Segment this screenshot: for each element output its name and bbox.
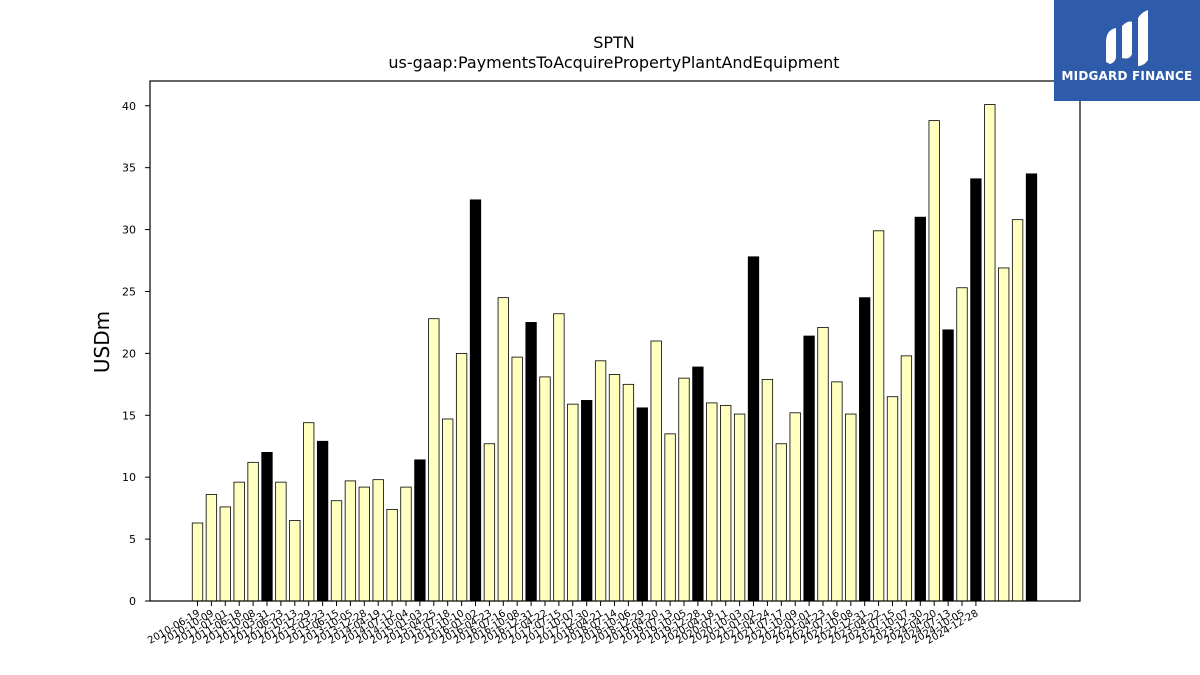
bar: [608, 374, 621, 602]
bar: [442, 418, 454, 602]
bar: [205, 494, 218, 602]
logo-text: MIDGARD FINANCE: [1061, 69, 1193, 83]
bar: [706, 402, 718, 602]
bar: [594, 360, 607, 602]
bar: [664, 433, 676, 602]
bar: [914, 216, 926, 602]
y-tick-label: 5: [129, 533, 136, 546]
y-tick-label: 35: [122, 162, 136, 175]
bar: [400, 486, 412, 602]
y-tick-label: 40: [122, 100, 136, 113]
bar: [733, 413, 746, 602]
bar: [525, 322, 537, 602]
bar: [789, 412, 801, 602]
bar: [428, 318, 440, 602]
y-tick-label: 25: [122, 285, 136, 298]
bar: [900, 355, 913, 602]
bar: [483, 443, 496, 602]
bar: [316, 440, 329, 602]
bar: [928, 120, 940, 602]
bar: [970, 178, 982, 602]
y-tick-label: 15: [122, 409, 136, 422]
bars-group: [191, 104, 1038, 602]
bar: [998, 267, 1010, 602]
bar: [497, 297, 509, 602]
bar: [956, 287, 968, 602]
bar: [303, 422, 315, 602]
bar: [191, 522, 204, 602]
y-tick-label: 10: [122, 471, 136, 484]
bar: [817, 326, 829, 602]
chart-subtitle: us-gaap:PaymentsToAcquirePropertyPlantAn…: [388, 53, 839, 72]
bar: [233, 481, 245, 602]
bar: [886, 396, 899, 602]
bar: [219, 506, 231, 602]
bar: [386, 508, 398, 602]
bar: [1011, 219, 1024, 602]
bar: [747, 256, 760, 602]
bar: [344, 480, 357, 602]
y-axis-ticks: 0 5 10 15 20 25 30 35 40: [122, 100, 150, 608]
bar: [581, 400, 593, 602]
bar: [469, 199, 482, 602]
bar: [720, 404, 732, 602]
y-tick-label: 0: [129, 595, 136, 608]
bar: [872, 230, 885, 602]
bar: [330, 500, 343, 602]
bar: [455, 352, 468, 602]
bar: [775, 443, 787, 602]
bar: [942, 329, 954, 602]
bar: [414, 459, 426, 602]
bar: [372, 479, 384, 602]
bar: [692, 366, 704, 602]
x-axis-ticks: 2010-06-192010-10-092011-01-012011-06-18…: [146, 601, 980, 647]
bar: [831, 381, 843, 602]
bar: [678, 377, 690, 602]
bar: [761, 378, 774, 602]
bar: [845, 413, 857, 602]
bar: [650, 340, 662, 602]
bar: [247, 461, 259, 602]
logo-mark-icon: [1106, 10, 1148, 66]
bar: [261, 452, 273, 602]
bar: [622, 383, 635, 602]
bar: [984, 104, 996, 602]
bar: [539, 376, 551, 602]
bar: [275, 481, 287, 602]
bar: [358, 486, 370, 602]
bar: [803, 335, 815, 602]
midgard-finance-logo: MIDGARD FINANCE: [1054, 0, 1200, 101]
y-tick-label: 20: [122, 347, 136, 360]
bar: [1025, 173, 1038, 602]
bar: [636, 407, 648, 602]
bar: [289, 520, 301, 602]
chart-title: SPTN: [593, 33, 635, 52]
y-axis-label: USDm: [90, 311, 114, 373]
y-tick-label: 30: [122, 224, 136, 237]
plot-frame: [149, 80, 1081, 602]
bar: [511, 356, 523, 602]
bar: [553, 313, 565, 602]
bar: [859, 297, 871, 602]
bar: [567, 403, 579, 602]
